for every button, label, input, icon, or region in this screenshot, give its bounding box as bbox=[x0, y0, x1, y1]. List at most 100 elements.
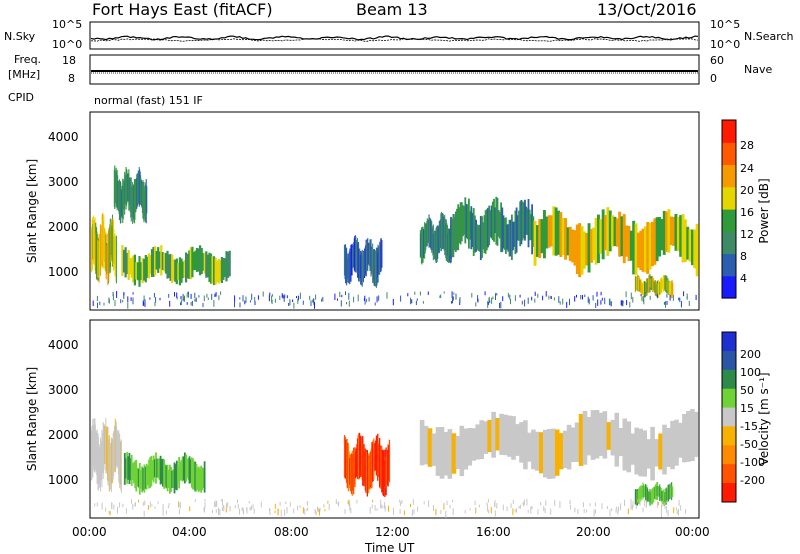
heatmap-cell bbox=[177, 465, 179, 483]
heatmap-speckle bbox=[452, 499, 454, 503]
heatmap-speckle bbox=[105, 507, 107, 512]
heatmap-cell bbox=[662, 210, 666, 255]
heatmap-cell bbox=[150, 455, 153, 487]
heatmap-cell bbox=[531, 429, 536, 470]
heatmap-cell bbox=[147, 253, 150, 279]
velocity-colorbar-swatch bbox=[722, 369, 736, 390]
heatmap-cell bbox=[186, 253, 189, 279]
heatmap-speckle bbox=[153, 293, 155, 298]
heatmap-cell bbox=[586, 416, 592, 456]
heatmap-cell bbox=[622, 418, 628, 471]
heatmap-cell bbox=[493, 198, 495, 242]
heatmap-cell bbox=[178, 457, 180, 489]
velocity-colorbar-swatch bbox=[722, 388, 736, 409]
heatmap-cell bbox=[474, 215, 476, 253]
heatmap-speckle bbox=[324, 509, 326, 512]
heatmap-cell bbox=[211, 256, 214, 284]
heatmap-speckle bbox=[596, 291, 598, 297]
heatmap-speckle bbox=[186, 293, 188, 298]
heatmap-cell bbox=[379, 437, 381, 488]
heatmap-cell bbox=[601, 209, 605, 260]
heatmap-cell bbox=[146, 186, 148, 214]
heatmap-cell bbox=[530, 214, 532, 240]
heatmap-speckle bbox=[108, 510, 110, 514]
heatmap-cell bbox=[540, 219, 544, 254]
heatmap-cell bbox=[455, 436, 461, 469]
x-tick-2400: 00:00 bbox=[675, 525, 710, 539]
heatmap-cell bbox=[200, 247, 203, 274]
heatmap-speckle bbox=[234, 301, 235, 308]
heatmap-region bbox=[91, 213, 117, 286]
heatmap-cell bbox=[438, 225, 440, 253]
heatmap-speckle bbox=[250, 505, 252, 511]
heatmap-cell bbox=[421, 226, 423, 265]
power-y-tick-2000: 2000 bbox=[48, 220, 79, 234]
heatmap-speckle bbox=[144, 299, 146, 303]
heatmap-speckle bbox=[635, 505, 637, 509]
velocity-colorbar-swatch bbox=[722, 483, 736, 503]
heatmap-speckle bbox=[338, 501, 340, 507]
heatmap-speckle bbox=[618, 506, 619, 512]
heatmap-speckle bbox=[315, 294, 317, 300]
heatmap-cell bbox=[672, 216, 676, 246]
heatmap-cell bbox=[121, 245, 124, 276]
heatmap-speckle bbox=[280, 509, 282, 517]
heatmap-speckle bbox=[117, 506, 118, 514]
heatmap-cell bbox=[381, 240, 383, 268]
heatmap-cell bbox=[476, 224, 479, 250]
heatmap-cell bbox=[166, 464, 169, 492]
heatmap-cell bbox=[143, 464, 146, 493]
heatmap-speckle bbox=[403, 510, 405, 516]
heatmap-cell bbox=[594, 217, 598, 265]
heatmap-speckle bbox=[315, 511, 317, 516]
heatmap-speckle bbox=[134, 502, 136, 507]
heatmap-cell bbox=[433, 233, 435, 255]
heatmap-speckle bbox=[204, 502, 206, 509]
heatmap-cell bbox=[186, 459, 189, 478]
heatmap-cell bbox=[578, 223, 582, 278]
heatmap-cell bbox=[513, 221, 516, 247]
heatmap-speckle bbox=[412, 499, 414, 505]
heatmap-speckle bbox=[176, 292, 178, 298]
heatmap-cell bbox=[667, 209, 671, 253]
heatmap-speckle bbox=[103, 302, 105, 306]
heatmap-cell bbox=[519, 201, 522, 247]
heatmap-speckle bbox=[629, 301, 631, 308]
heatmap-speckle bbox=[279, 295, 281, 300]
heatmap-cell bbox=[518, 210, 520, 241]
heatmap-speckle bbox=[419, 291, 421, 296]
heatmap-speckle bbox=[227, 502, 229, 508]
power-colorbar-swatch bbox=[722, 275, 736, 299]
heatmap-speckle bbox=[328, 504, 330, 511]
heatmap-cell bbox=[376, 247, 378, 286]
heatmap-cell bbox=[343, 244, 345, 276]
heatmap-speckle bbox=[443, 503, 445, 510]
heatmap-speckle bbox=[616, 506, 618, 509]
heatmap-speckle bbox=[601, 297, 603, 301]
heatmap-cell bbox=[144, 466, 147, 489]
heatmap-speckle bbox=[99, 301, 101, 306]
heatmap-cell bbox=[515, 424, 520, 456]
heatmap-speckle bbox=[178, 508, 180, 515]
heatmap-cell bbox=[592, 227, 596, 260]
heatmap-speckle bbox=[366, 298, 368, 303]
heatmap-speckle bbox=[304, 508, 306, 515]
heatmap-cell bbox=[158, 458, 161, 480]
heatmap-speckle bbox=[203, 295, 205, 302]
heatmap-speckle bbox=[622, 302, 624, 307]
heatmap-speckle bbox=[435, 508, 437, 516]
heatmap-cell bbox=[463, 428, 469, 470]
heatmap-speckle bbox=[184, 295, 185, 302]
heatmap-cell bbox=[508, 219, 511, 257]
heatmap-cell bbox=[367, 458, 369, 489]
heatmap-speckle bbox=[388, 505, 390, 512]
heatmap-cell bbox=[678, 422, 683, 458]
heatmap-cell bbox=[355, 240, 357, 271]
heatmap-cell bbox=[462, 205, 464, 237]
heatmap-cell bbox=[648, 491, 650, 502]
heatmap-cell bbox=[346, 438, 348, 488]
heatmap-cell bbox=[514, 210, 517, 255]
heatmap-cell bbox=[651, 221, 654, 267]
heatmap-cell bbox=[566, 424, 572, 470]
heatmap-cell bbox=[228, 250, 231, 277]
